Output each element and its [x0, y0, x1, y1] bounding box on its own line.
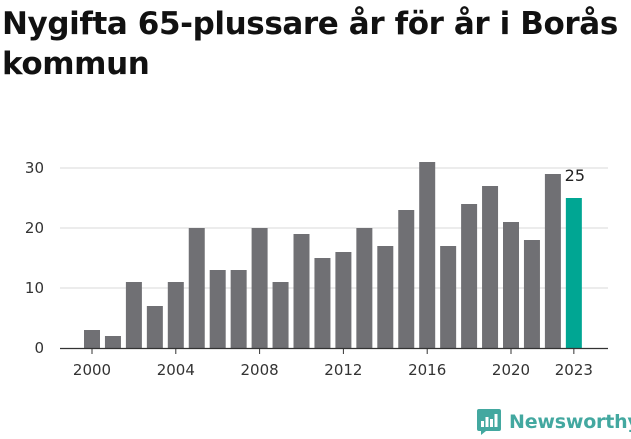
bar-2014 [377, 246, 394, 348]
bar-2003 [146, 306, 163, 348]
bar-2005 [188, 228, 205, 348]
bar-2016 [419, 162, 436, 348]
bar-chart-badge-icon [477, 409, 501, 435]
bars [84, 162, 582, 348]
bar-2010 [293, 234, 310, 348]
bar-2006 [209, 270, 226, 348]
data-labels: 25 [565, 166, 585, 185]
bar-2000 [84, 330, 100, 348]
chart-title: Nygifta 65-plussare år för år i Borås ko… [2, 6, 618, 82]
x-axis-ticks: 2000 2004 2008 2012 2016 2020 2023 [73, 348, 593, 379]
y-tick-label-10: 10 [25, 279, 44, 297]
x-tick-label-2012: 2012 [324, 361, 362, 379]
bar-2001 [104, 336, 121, 348]
x-tick-label-2020: 2020 [492, 361, 530, 379]
y-axis-ticks: 0 10 20 30 [25, 159, 44, 357]
bar-2018 [461, 204, 478, 348]
x-tick-label-2004: 2004 [157, 361, 195, 379]
y-tick-label-0: 0 [34, 339, 44, 357]
bar-2002 [125, 282, 142, 348]
brand-logo: Newsworthy [476, 406, 631, 438]
y-tick-label-30: 30 [25, 159, 44, 177]
bar-2023 [565, 198, 582, 348]
bar-2015 [398, 210, 415, 348]
bar-2020 [503, 222, 519, 348]
data-label-2023: 25 [565, 166, 585, 185]
bar-2007 [230, 270, 247, 348]
bar-2012 [335, 252, 352, 348]
bar-2022 [544, 174, 561, 348]
bar-2009 [272, 282, 289, 348]
bar-2017 [440, 246, 457, 348]
bar-chart: 0 10 20 30 2000 2004 2008 2012 2016 2020 2023 25 [25, 159, 608, 379]
bar-2013 [356, 228, 373, 348]
x-tick-label-2000: 2000 [73, 361, 111, 379]
bar-2008 [251, 228, 268, 348]
bar-2019 [482, 186, 499, 348]
y-tick-label-20: 20 [25, 219, 44, 237]
x-tick-label-2023: 2023 [555, 361, 593, 379]
bar-2004 [167, 282, 184, 348]
bar-2021 [523, 240, 540, 348]
x-tick-label-2008: 2008 [241, 361, 279, 379]
bar-2011 [314, 258, 331, 348]
brand-name: Newsworthy [509, 411, 631, 433]
x-tick-label-2016: 2016 [408, 361, 446, 379]
